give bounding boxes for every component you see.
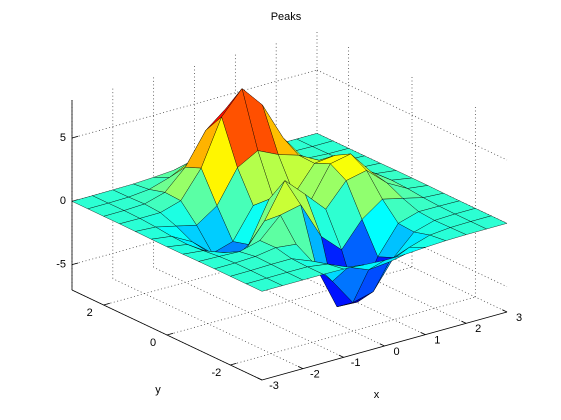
- x-tick: [257, 377, 263, 381]
- chart-title: Peaks: [271, 11, 302, 23]
- x-tick-label: -3: [269, 380, 279, 392]
- grid-line: [316, 69, 508, 161]
- y-axis-label: y: [155, 384, 161, 396]
- z-tick-label: -5: [56, 259, 66, 271]
- x-tick: [420, 332, 426, 336]
- grid-line: [71, 69, 318, 139]
- x-tick-label: -1: [351, 357, 361, 369]
- surface-patch: [245, 277, 283, 292]
- z-tick: [71, 135, 79, 139]
- grid-line: [166, 266, 413, 336]
- y-tick-label: 2: [87, 307, 93, 319]
- x-tick: [297, 366, 304, 370]
- z-tick-label: 0: [60, 195, 66, 207]
- x-tick-label: 2: [475, 323, 481, 335]
- x-tick: [502, 309, 508, 313]
- y-tick-label: 0: [150, 337, 156, 349]
- x-axis-label: x: [374, 389, 380, 401]
- x-tick-label: 3: [516, 312, 522, 324]
- grid-line: [103, 236, 349, 306]
- z-tick: [71, 262, 79, 266]
- x-tick: [379, 343, 385, 347]
- y-tick: [103, 302, 110, 306]
- x-tick-label: 0: [393, 346, 399, 358]
- x-tick: [338, 354, 344, 358]
- y-tick-label: -2: [211, 367, 221, 379]
- z-tick-label: 5: [60, 132, 66, 144]
- x-tick: [461, 320, 467, 324]
- x-tick-label: 1: [434, 335, 440, 347]
- grid-line: [71, 196, 318, 266]
- y-tick: [166, 332, 174, 336]
- y-tick: [230, 362, 237, 366]
- x-tick-label: -2: [310, 369, 320, 381]
- grid-line: [230, 296, 476, 366]
